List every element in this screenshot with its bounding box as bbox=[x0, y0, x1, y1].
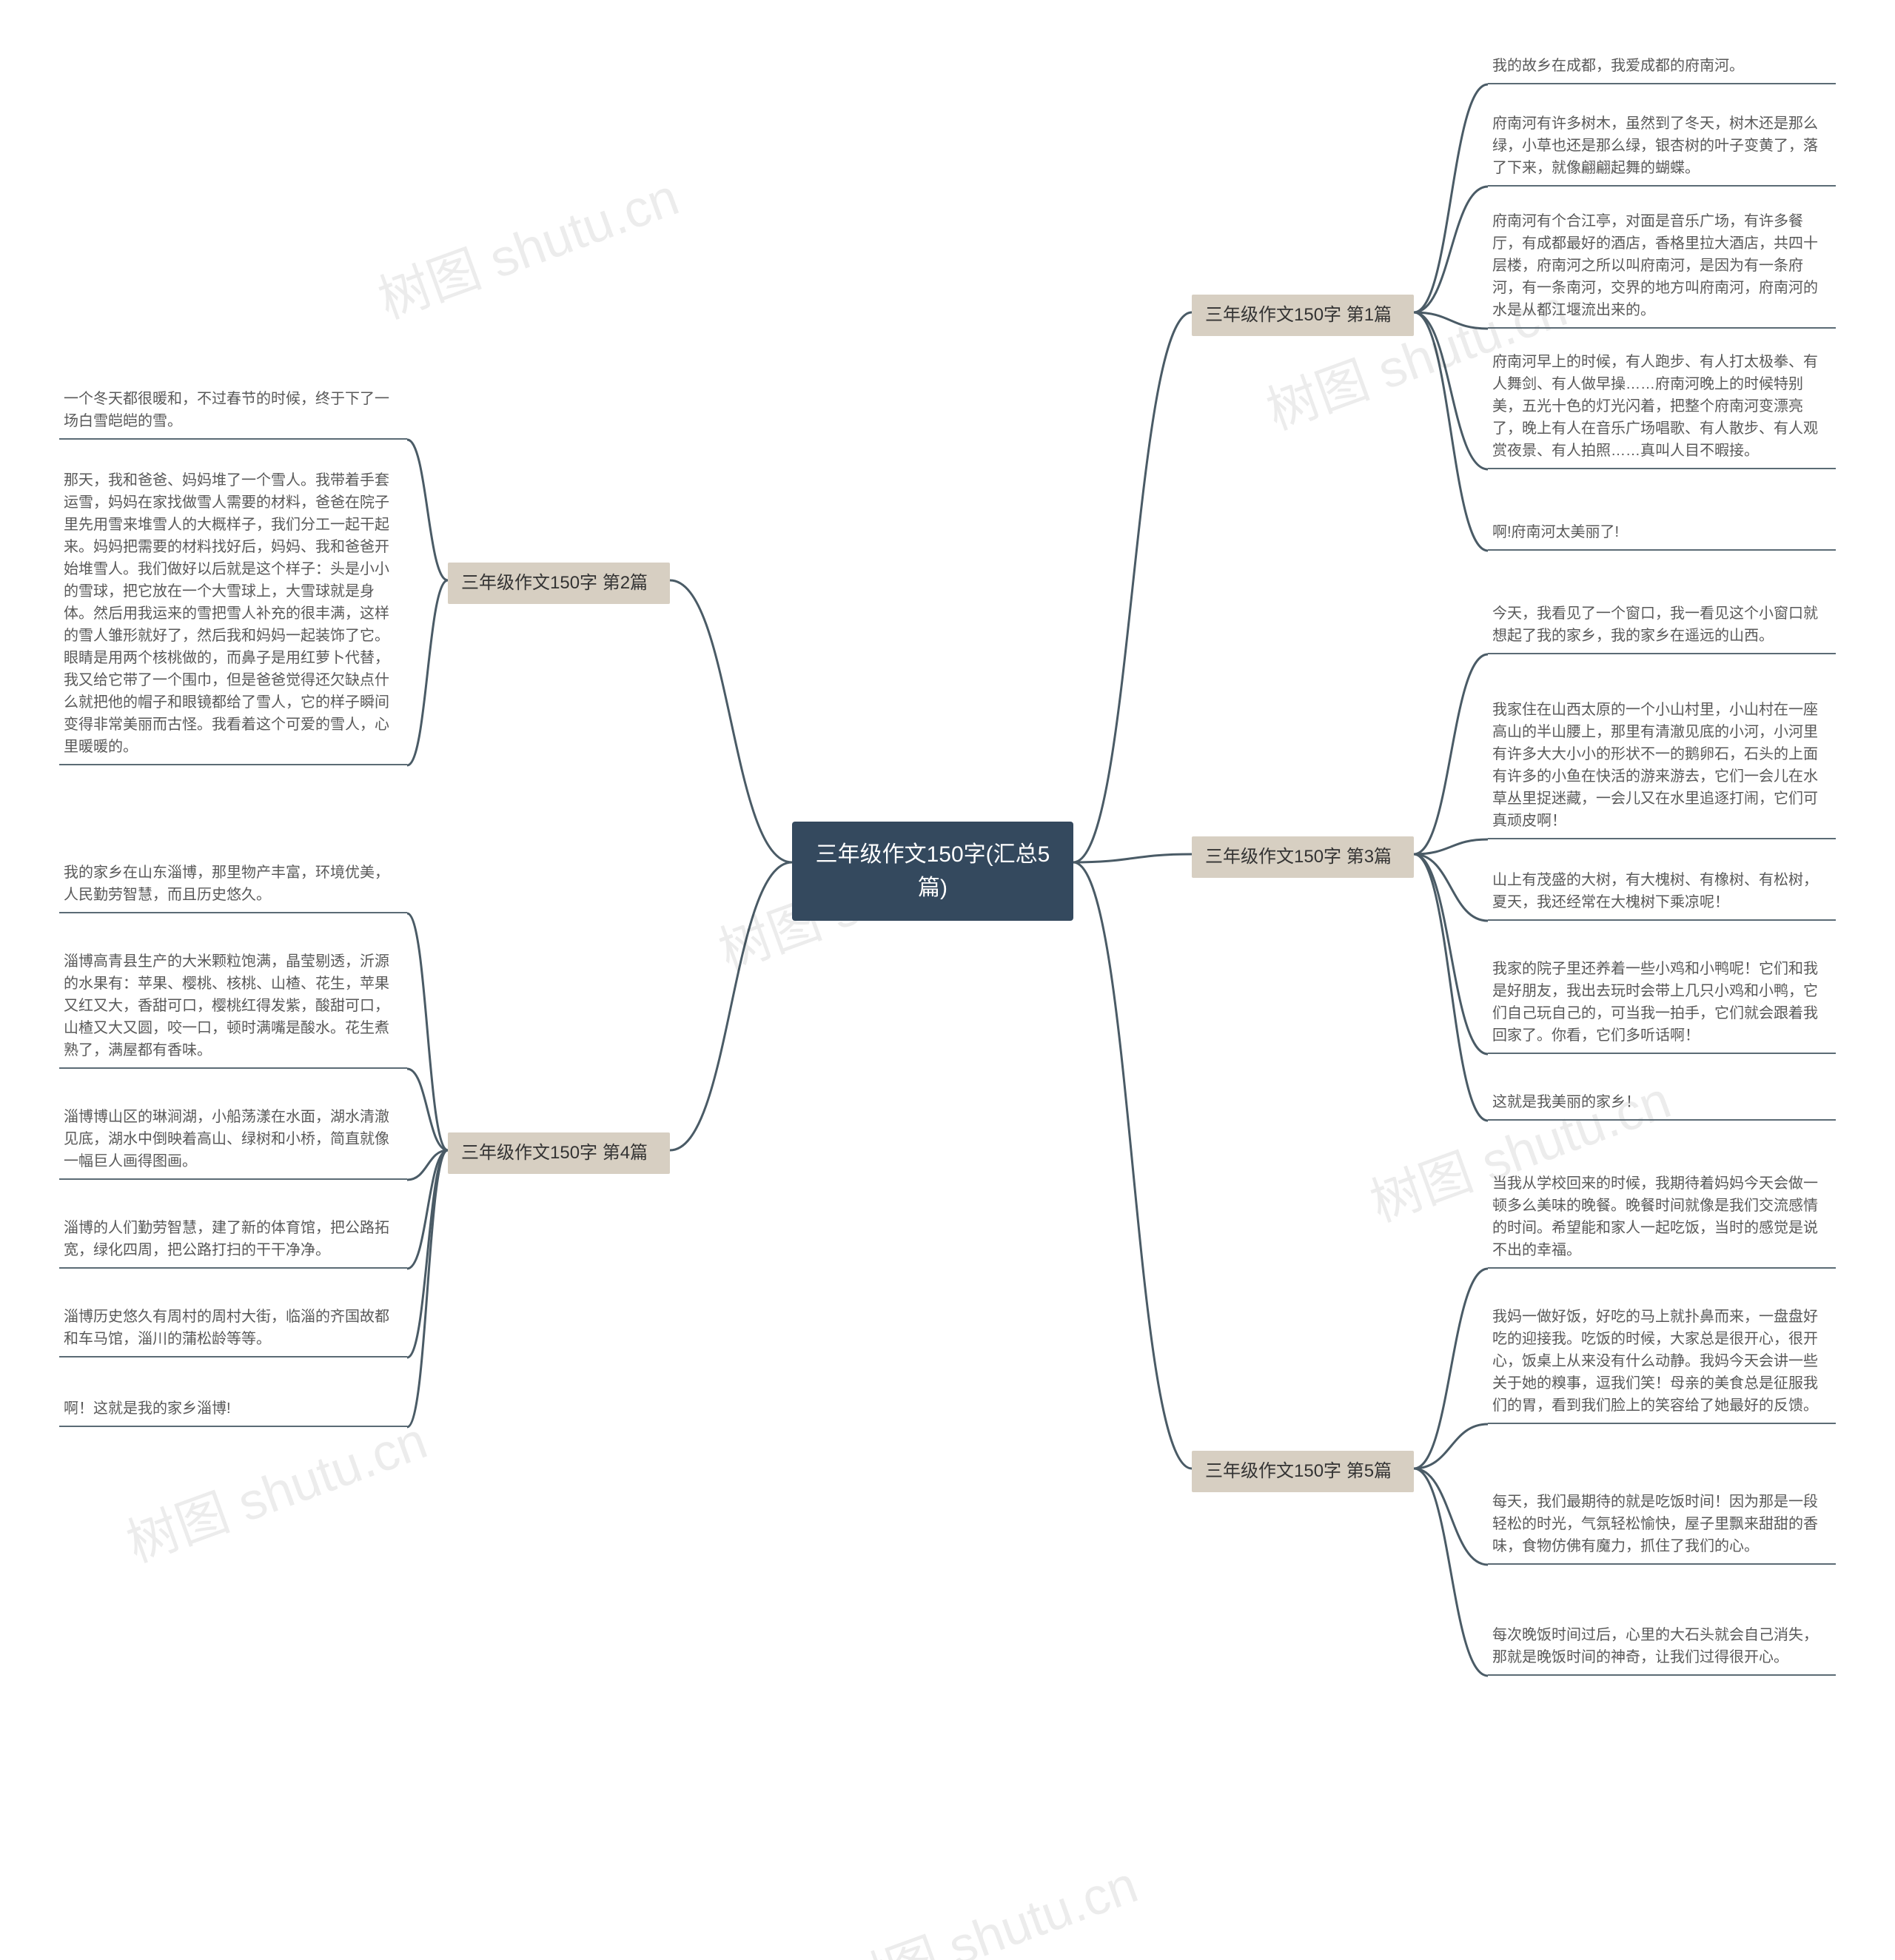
watermark: 树图 shutu.cn bbox=[367, 156, 688, 334]
leaf-node: 淄博高青县生产的大米颗粒饱满，晶莹剔透，沂源的水果有：苹果、樱桃、核桃、山楂、花… bbox=[59, 947, 407, 1069]
leaf-node: 一个冬天都很暖和，不过春节的时候，终于下了一场白雪皑皑的雪。 bbox=[59, 385, 407, 440]
leaf-node: 我的故乡在成都，我爱成都的府南河。 bbox=[1488, 52, 1836, 84]
branch-node: 三年级作文150字 第1篇 bbox=[1192, 295, 1414, 336]
leaf-node: 府南河早上的时候，有人跑步、有人打太极拳、有人舞剑、有人做早操……府南河晚上的时… bbox=[1488, 348, 1836, 469]
leaf-node: 啊！这就是我的家乡淄博! bbox=[59, 1395, 407, 1427]
leaf-node: 府南河有个合江亭，对面是音乐广场，有许多餐厅，有成都最好的酒店，香格里拉大酒店，… bbox=[1488, 207, 1836, 329]
watermark: 树图 shutu.cn bbox=[826, 1844, 1147, 1960]
leaf-node: 淄博博山区的琳涧湖，小船荡漾在水面，湖水清澈见底，湖水中倒映着高山、绿树和小桥，… bbox=[59, 1103, 407, 1180]
leaf-node: 我家住在山西太原的一个小山村里，小山村在一座高山的半山腰上，那里有清澈见底的小河… bbox=[1488, 696, 1836, 839]
leaf-node: 我家的院子里还养着一些小鸡和小鸭呢！它们和我是好朋友，我出去玩时会带上几只小鸡和… bbox=[1488, 955, 1836, 1054]
center-node: 三年级作文150字(汇总5 篇) bbox=[792, 822, 1073, 921]
branch-node: 三年级作文150字 第3篇 bbox=[1192, 836, 1414, 878]
mindmap-canvas: 树图 shutu.cn 树图 shutu.cn 树图 shutu.cn 树图 s… bbox=[0, 0, 1895, 1960]
center-line2: 篇) bbox=[814, 871, 1051, 905]
branch-node: 三年级作文150字 第2篇 bbox=[448, 563, 670, 604]
leaf-node: 这就是我美丽的家乡！ bbox=[1488, 1088, 1836, 1121]
leaf-node: 淄博历史悠久有周村的周村大街，临淄的齐国故都和车马馆，淄川的蒲松龄等等。 bbox=[59, 1303, 407, 1357]
leaf-node: 啊!府南河太美丽了! bbox=[1488, 518, 1836, 551]
branch-node: 三年级作文150字 第4篇 bbox=[448, 1132, 670, 1174]
center-line1: 三年级作文150字(汇总5 bbox=[814, 838, 1051, 871]
leaf-node: 当我从学校回来的时候，我期待着妈妈今天会做一顿多么美味的晚餐。晚餐时间就像是我们… bbox=[1488, 1169, 1836, 1269]
leaf-node: 今天，我看见了一个窗口，我一看见这个小窗口就想起了我的家乡，我的家乡在遥远的山西… bbox=[1488, 600, 1836, 654]
leaf-node: 府南河有许多树木，虽然到了冬天，树木还是那么绿，小草也还是那么绿，银杏树的叶子变… bbox=[1488, 110, 1836, 187]
leaf-node: 每次晚饭时间过后，心里的大石头就会自己消失，那就是晚饭时间的神奇，让我们过得很开… bbox=[1488, 1621, 1836, 1676]
leaf-node: 我妈一做好饭，好吃的马上就扑鼻而来，一盘盘好吃的迎接我。吃饭的时候，大家总是很开… bbox=[1488, 1303, 1836, 1424]
leaf-node: 淄博的人们勤劳智慧，建了新的体育馆，把公路拓宽，绿化四周，把公路打扫的干干净净。 bbox=[59, 1214, 407, 1269]
branch-node: 三年级作文150字 第5篇 bbox=[1192, 1451, 1414, 1492]
leaf-node: 我的家乡在山东淄博，那里物产丰富，环境优美，人民勤劳智慧，而且历史悠久。 bbox=[59, 859, 407, 913]
leaf-node: 那天，我和爸爸、妈妈堆了一个雪人。我带着手套运雪，妈妈在家找做雪人需要的材料，爸… bbox=[59, 466, 407, 765]
leaf-node: 山上有茂盛的大树，有大槐树、有橡树、有松树，夏天，我还经常在大槐树下乘凉呢！ bbox=[1488, 866, 1836, 921]
leaf-node: 每天，我们最期待的就是吃饭时间！因为那是一段轻松的时光，气氛轻松愉快，屋子里飘来… bbox=[1488, 1488, 1836, 1565]
